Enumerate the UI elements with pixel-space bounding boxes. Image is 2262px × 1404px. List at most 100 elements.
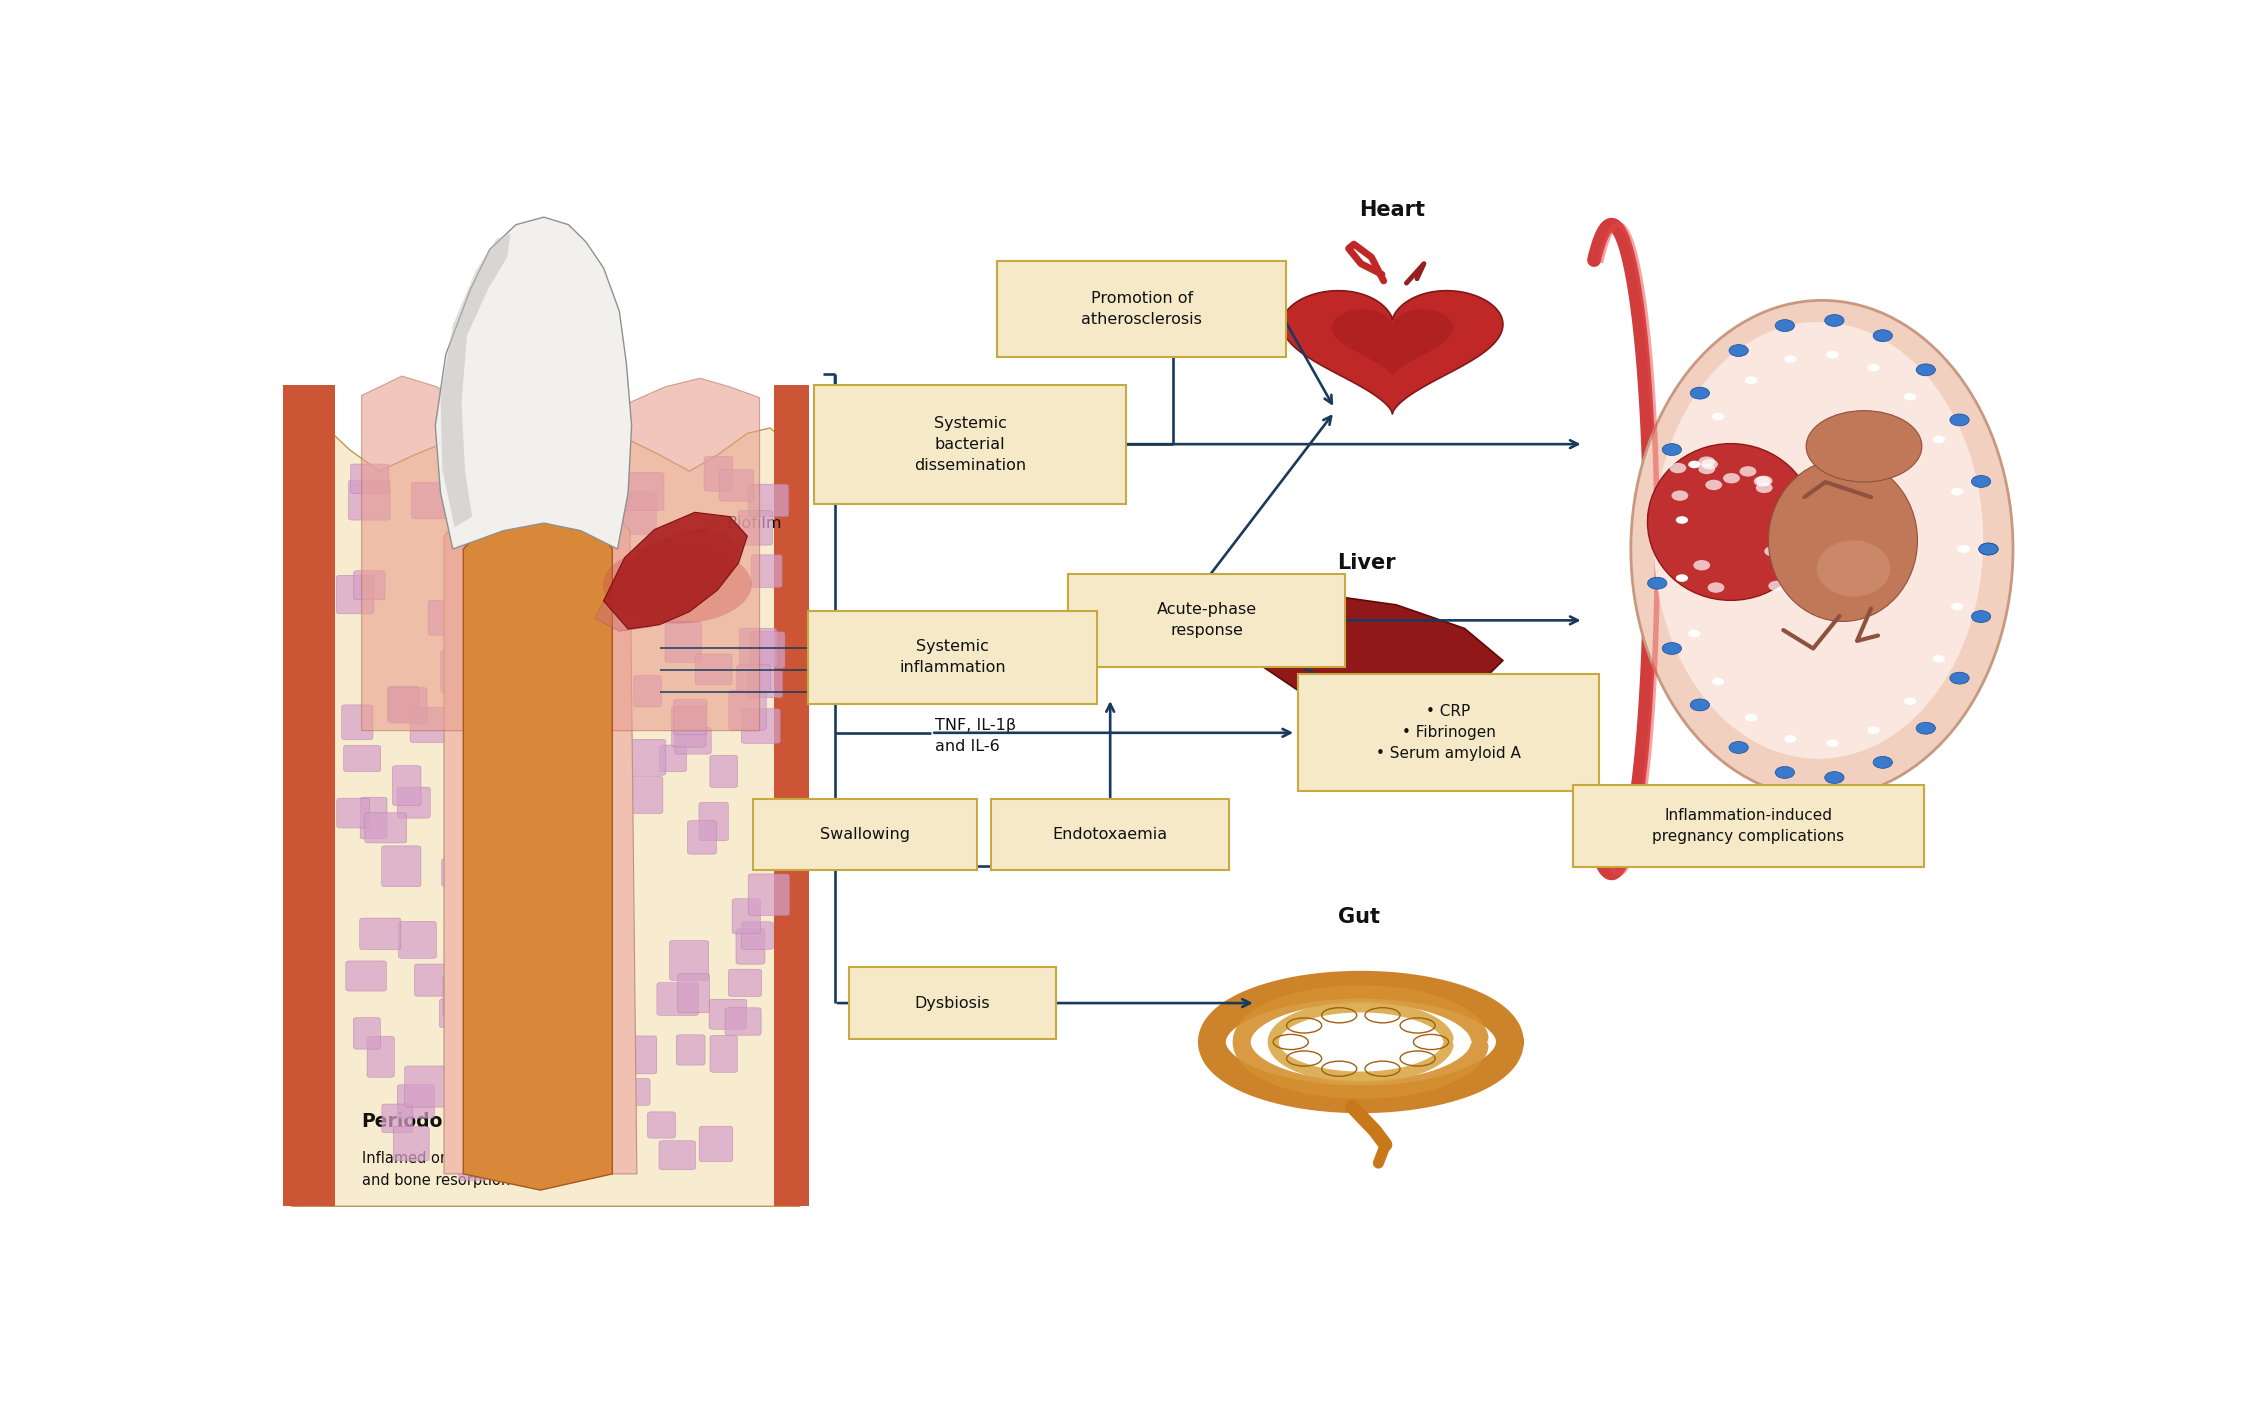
- Circle shape: [1755, 483, 1773, 493]
- FancyBboxPatch shape: [364, 813, 407, 842]
- Circle shape: [1873, 757, 1893, 768]
- FancyBboxPatch shape: [457, 647, 484, 689]
- FancyBboxPatch shape: [728, 969, 762, 997]
- FancyBboxPatch shape: [412, 483, 450, 519]
- Circle shape: [1647, 508, 1667, 521]
- FancyBboxPatch shape: [473, 614, 502, 651]
- FancyBboxPatch shape: [726, 1008, 760, 1035]
- Polygon shape: [1231, 597, 1502, 709]
- Circle shape: [1771, 526, 1787, 536]
- Circle shape: [1744, 376, 1758, 385]
- Circle shape: [1825, 351, 1839, 358]
- FancyBboxPatch shape: [688, 821, 717, 854]
- FancyBboxPatch shape: [516, 817, 543, 855]
- FancyBboxPatch shape: [710, 755, 737, 788]
- Circle shape: [1694, 560, 1710, 570]
- FancyBboxPatch shape: [484, 517, 523, 556]
- FancyBboxPatch shape: [735, 928, 765, 965]
- FancyBboxPatch shape: [337, 797, 369, 828]
- Circle shape: [1972, 611, 1991, 622]
- Text: Promotion of
atherosclerosis: Promotion of atherosclerosis: [1081, 291, 1201, 327]
- Circle shape: [1905, 698, 1916, 705]
- FancyBboxPatch shape: [751, 632, 785, 668]
- FancyBboxPatch shape: [665, 622, 701, 663]
- Circle shape: [1647, 577, 1667, 590]
- Circle shape: [1690, 699, 1710, 710]
- FancyBboxPatch shape: [353, 570, 385, 600]
- FancyBboxPatch shape: [737, 664, 771, 692]
- FancyBboxPatch shape: [751, 555, 783, 587]
- FancyBboxPatch shape: [500, 529, 532, 557]
- Circle shape: [1687, 461, 1701, 469]
- Circle shape: [1952, 487, 1963, 496]
- Circle shape: [1787, 528, 1805, 539]
- FancyBboxPatch shape: [457, 1126, 491, 1154]
- FancyBboxPatch shape: [475, 887, 518, 915]
- Text: Systemic
inflammation: Systemic inflammation: [898, 639, 1007, 675]
- Text: Dysbiosis: Dysbiosis: [914, 995, 991, 1011]
- FancyBboxPatch shape: [441, 650, 473, 692]
- Polygon shape: [774, 385, 810, 1206]
- Circle shape: [1708, 583, 1724, 592]
- FancyBboxPatch shape: [353, 1018, 380, 1049]
- Circle shape: [1979, 543, 1997, 555]
- FancyBboxPatch shape: [389, 687, 418, 722]
- FancyBboxPatch shape: [351, 463, 389, 493]
- FancyBboxPatch shape: [661, 746, 688, 772]
- FancyBboxPatch shape: [679, 974, 710, 1012]
- Circle shape: [1769, 581, 1785, 591]
- Circle shape: [1699, 456, 1715, 468]
- FancyBboxPatch shape: [439, 998, 475, 1028]
- FancyBboxPatch shape: [520, 973, 552, 1012]
- Polygon shape: [464, 487, 613, 1191]
- Circle shape: [1701, 459, 1717, 469]
- Circle shape: [1728, 741, 1749, 754]
- FancyBboxPatch shape: [740, 628, 776, 667]
- Circle shape: [1739, 466, 1755, 476]
- Text: Gut: Gut: [1339, 907, 1380, 927]
- FancyBboxPatch shape: [414, 965, 455, 997]
- FancyBboxPatch shape: [443, 976, 470, 1016]
- FancyBboxPatch shape: [366, 1036, 394, 1077]
- Circle shape: [1979, 543, 1997, 555]
- FancyBboxPatch shape: [670, 941, 708, 980]
- FancyBboxPatch shape: [346, 960, 387, 991]
- FancyBboxPatch shape: [742, 922, 774, 949]
- Circle shape: [1916, 364, 1936, 376]
- FancyBboxPatch shape: [737, 511, 774, 545]
- FancyBboxPatch shape: [409, 708, 446, 743]
- FancyBboxPatch shape: [656, 983, 699, 1015]
- FancyBboxPatch shape: [728, 691, 767, 730]
- FancyBboxPatch shape: [674, 699, 708, 734]
- FancyBboxPatch shape: [428, 601, 457, 635]
- Circle shape: [1712, 678, 1724, 685]
- FancyBboxPatch shape: [710, 1035, 737, 1073]
- FancyBboxPatch shape: [511, 722, 543, 748]
- Ellipse shape: [1631, 300, 2013, 797]
- Circle shape: [1712, 413, 1724, 420]
- Circle shape: [1785, 736, 1796, 743]
- FancyBboxPatch shape: [518, 710, 550, 741]
- FancyBboxPatch shape: [337, 576, 373, 614]
- Circle shape: [1687, 630, 1701, 637]
- Ellipse shape: [1647, 444, 1814, 601]
- Text: Periodontitis: Periodontitis: [362, 1112, 498, 1132]
- FancyBboxPatch shape: [491, 758, 529, 792]
- Ellipse shape: [602, 546, 751, 623]
- FancyBboxPatch shape: [394, 765, 421, 806]
- Text: Endotoxaemia: Endotoxaemia: [1052, 827, 1167, 842]
- Circle shape: [1868, 727, 1880, 734]
- Text: Inflamed or ulcerated gingiva
and bone resorption: Inflamed or ulcerated gingiva and bone r…: [362, 1151, 579, 1188]
- Circle shape: [1957, 545, 1970, 553]
- Polygon shape: [604, 512, 746, 629]
- FancyBboxPatch shape: [466, 1087, 495, 1127]
- FancyBboxPatch shape: [348, 480, 389, 519]
- FancyBboxPatch shape: [532, 979, 566, 1009]
- FancyBboxPatch shape: [360, 918, 400, 949]
- Polygon shape: [292, 420, 801, 1206]
- Circle shape: [1952, 602, 1963, 611]
- Circle shape: [1932, 656, 1945, 663]
- Polygon shape: [595, 529, 737, 632]
- Text: Liver: Liver: [1337, 553, 1396, 573]
- Circle shape: [1932, 435, 1945, 444]
